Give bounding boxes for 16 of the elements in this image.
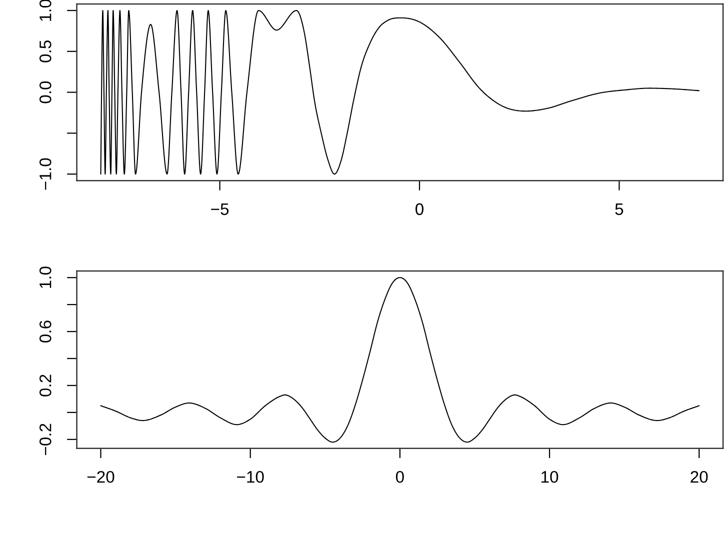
x-tick-label: −5 (211, 203, 229, 216)
y-tick-label: −0.2 (39, 424, 52, 456)
y-tick-label: −1.0 (39, 158, 52, 190)
x-tick-label: 5 (615, 203, 624, 216)
x-tick-label: 0 (416, 203, 424, 216)
y-tick-label: 0.5 (39, 40, 52, 62)
y-tick-label: 0.6 (39, 320, 52, 342)
x-tick-label: 0 (396, 470, 404, 483)
y-tick-label: 0.2 (39, 374, 52, 396)
x-tick-label: −10 (237, 470, 264, 483)
y-tick-label: 1.0 (39, 0, 52, 21)
y-tick-label: 1.0 (39, 266, 52, 288)
y-tick-label: 0.0 (39, 81, 52, 104)
x-tick-label: −20 (87, 470, 114, 483)
x-tick-label: 20 (690, 470, 708, 483)
x-tick-label: 10 (542, 470, 558, 483)
